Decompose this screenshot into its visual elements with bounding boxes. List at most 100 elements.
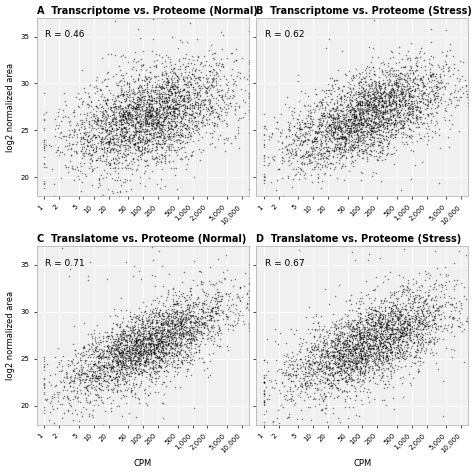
Point: [140, 308, 148, 316]
Point: [41, 374, 48, 382]
Point: [396, 315, 403, 323]
Point: [310, 334, 318, 341]
Point: [313, 101, 321, 109]
Point: [147, 112, 155, 120]
Point: [368, 111, 376, 119]
Point: [373, 128, 381, 135]
Point: [398, 85, 405, 93]
Point: [164, 339, 172, 346]
Point: [416, 357, 424, 365]
Point: [139, 120, 147, 128]
Point: [189, 331, 197, 338]
Point: [400, 326, 407, 333]
Point: [146, 347, 154, 355]
Point: [172, 323, 180, 331]
Point: [374, 121, 382, 129]
Point: [371, 337, 378, 344]
Point: [447, 90, 455, 97]
Point: [421, 314, 429, 322]
Point: [141, 119, 148, 127]
Point: [211, 303, 219, 310]
Point: [246, 323, 253, 330]
Point: [365, 128, 373, 136]
Point: [364, 102, 371, 109]
Point: [97, 87, 104, 94]
Point: [166, 119, 173, 127]
Point: [181, 101, 189, 109]
Point: [322, 401, 329, 409]
Point: [386, 77, 393, 85]
Point: [108, 341, 116, 348]
Point: [157, 329, 164, 337]
Point: [142, 112, 149, 120]
Point: [118, 350, 126, 357]
Point: [138, 93, 146, 101]
Point: [244, 300, 251, 308]
Point: [335, 320, 343, 328]
Point: [387, 94, 394, 101]
Point: [356, 118, 363, 125]
Point: [346, 125, 354, 133]
Point: [79, 135, 87, 142]
Point: [363, 96, 371, 103]
Point: [317, 114, 324, 122]
Point: [171, 346, 178, 354]
Point: [122, 306, 129, 314]
Point: [156, 127, 164, 134]
Point: [337, 316, 345, 323]
Point: [271, 325, 279, 332]
Point: [118, 115, 126, 123]
Point: [465, 324, 473, 331]
Point: [330, 136, 337, 143]
Point: [79, 98, 86, 105]
Point: [236, 283, 244, 291]
Point: [156, 120, 164, 128]
Point: [159, 326, 167, 334]
Point: [106, 89, 114, 97]
Point: [301, 152, 308, 160]
Point: [318, 111, 326, 118]
Point: [375, 117, 383, 125]
Point: [383, 322, 391, 329]
Point: [117, 72, 125, 79]
Point: [387, 100, 395, 108]
Point: [353, 327, 361, 334]
Point: [335, 353, 343, 361]
Point: [345, 345, 352, 352]
Point: [394, 333, 402, 341]
Point: [360, 86, 367, 93]
Point: [387, 332, 394, 339]
Point: [210, 337, 218, 345]
Point: [387, 132, 394, 140]
Point: [309, 141, 317, 149]
Point: [225, 84, 232, 91]
Point: [190, 312, 197, 319]
Point: [376, 254, 383, 261]
Point: [441, 321, 449, 328]
Point: [336, 146, 343, 153]
Point: [326, 134, 334, 141]
Point: [126, 342, 133, 350]
Point: [332, 146, 339, 153]
Point: [172, 383, 179, 390]
Point: [164, 105, 171, 113]
Point: [348, 118, 356, 126]
Point: [407, 329, 415, 337]
Point: [154, 129, 162, 137]
Point: [103, 144, 110, 152]
Point: [351, 124, 359, 132]
Point: [406, 104, 414, 111]
Point: [92, 156, 100, 164]
Point: [142, 356, 150, 364]
Point: [306, 131, 314, 138]
Point: [185, 359, 192, 366]
Point: [157, 85, 164, 92]
Point: [229, 322, 237, 329]
Point: [358, 101, 365, 109]
Text: R = 0.46: R = 0.46: [45, 30, 85, 39]
Point: [302, 385, 310, 393]
Point: [73, 119, 81, 127]
Point: [149, 341, 157, 349]
Point: [127, 116, 135, 124]
Point: [328, 352, 336, 359]
